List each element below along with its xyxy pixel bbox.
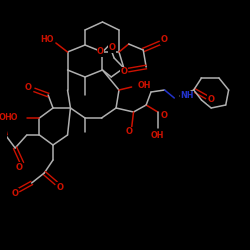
Text: HO: HO <box>40 34 54 43</box>
Text: O: O <box>16 162 22 172</box>
Text: O: O <box>109 44 116 52</box>
Text: O: O <box>97 48 104 56</box>
Text: O: O <box>125 128 132 136</box>
Text: O: O <box>56 182 63 192</box>
Text: O: O <box>208 94 215 104</box>
Text: O: O <box>120 68 127 76</box>
Text: O: O <box>24 82 31 92</box>
Text: O: O <box>12 188 19 198</box>
Text: O: O <box>160 36 167 44</box>
Text: O: O <box>0 114 6 122</box>
Text: O: O <box>161 110 168 120</box>
Text: HO: HO <box>4 114 18 122</box>
Text: OH: OH <box>138 80 151 90</box>
Text: NH: NH <box>180 92 194 100</box>
Text: OH: OH <box>151 130 164 140</box>
